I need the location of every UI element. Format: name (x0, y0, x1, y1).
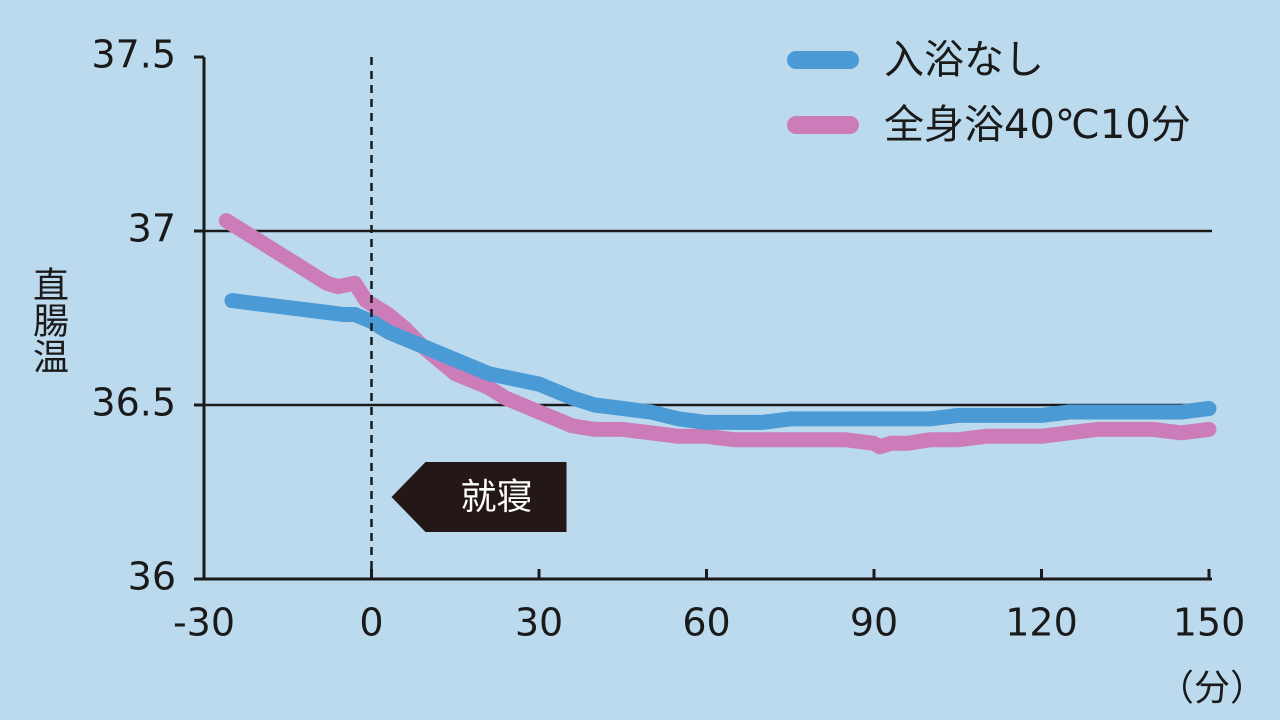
y-axis-title: 直腸温 (27, 266, 68, 374)
y-axis-label: 直腸温 (27, 266, 68, 374)
y-tick-label: 36.5 (91, 381, 176, 425)
x-tick-label: 30 (515, 601, 563, 645)
annotation-label: 就寝 (460, 477, 532, 518)
x-tick-label: 0 (359, 601, 383, 645)
x-tick-label: 150 (1173, 601, 1246, 645)
x-tick-label: 120 (1005, 601, 1078, 645)
ticks: 36 36.5 37 37.5 -30 0 30 60 90 120 150 (91, 33, 1245, 645)
x-axis-label: （分） (1158, 668, 1266, 709)
legend-label-0: 入浴なし (884, 37, 1044, 83)
annotation-layer: 就寝 (370, 57, 567, 579)
x-tick-label: 60 (682, 601, 730, 645)
annotation-callout (391, 462, 567, 532)
series-layer (218, 213, 1217, 455)
legend-label-1: 全身浴40℃10分 (884, 102, 1191, 148)
series-line-0 (224, 293, 1217, 430)
x-tick-label: 90 (850, 601, 898, 645)
y-tick-label: 37.5 (91, 33, 176, 77)
y-tick-label: 36 (128, 555, 176, 599)
y-tick-label: 37 (128, 207, 176, 251)
series-line-1 (218, 213, 1217, 455)
x-tick-label: -30 (173, 601, 235, 645)
